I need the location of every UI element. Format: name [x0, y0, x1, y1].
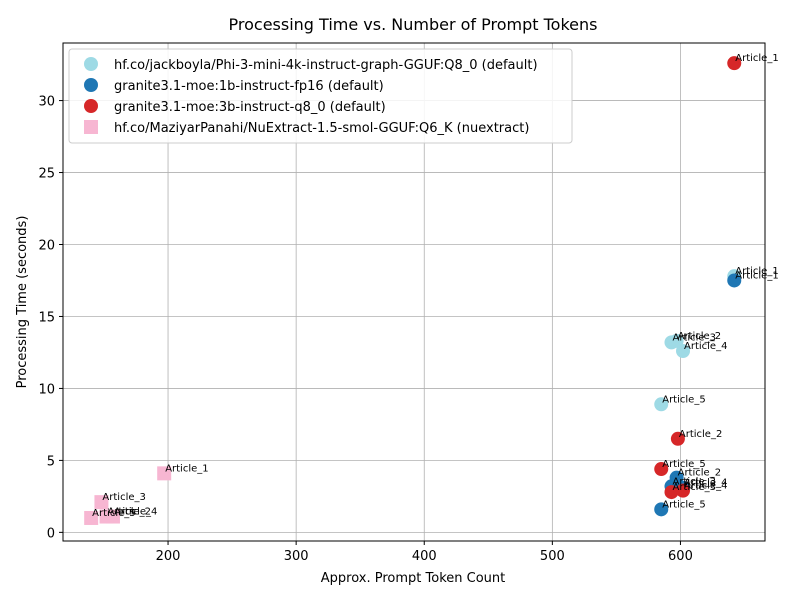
data-point: [664, 335, 679, 350]
point-label: Article_3: [102, 492, 145, 503]
data-point: [727, 56, 742, 71]
point-label: Article_5: [662, 459, 705, 470]
chart-title: Processing Time vs. Number of Prompt Tok…: [229, 15, 598, 34]
data-point-square: [94, 495, 109, 510]
point-label: Article_3: [672, 482, 715, 493]
y-tick-label: 15: [38, 310, 55, 325]
data-point: [654, 462, 669, 477]
x-tick-label: 300: [284, 549, 309, 564]
data-point: [664, 485, 679, 500]
y-tick-label: 5: [47, 454, 55, 469]
point-label: Article_4: [684, 341, 727, 352]
legend-entry: granite3.1-moe:1b-instruct-fp16 (default…: [114, 79, 384, 94]
legend-marker: [84, 120, 98, 134]
point-label: Article_1: [735, 53, 778, 64]
point-labels: Article_1Article_2Article_3Article_4Arti…: [92, 53, 779, 519]
x-tick-label: 200: [156, 549, 181, 564]
data-point: [676, 344, 691, 359]
data-point: [670, 431, 685, 446]
point-label: Article_2: [678, 331, 721, 342]
plot-frame: [62, 42, 766, 542]
y-tick-label: 30: [38, 95, 55, 110]
point-label: Article_3: [672, 476, 715, 487]
axes: 200 300 400 500 600 0 5 10 15 20 25 30: [38, 42, 766, 564]
point-label: Article_4: [114, 507, 157, 518]
x-tick-label: 400: [412, 549, 437, 564]
data-points: [84, 56, 742, 525]
legend-marker: [84, 57, 98, 71]
legend-box: [68, 48, 573, 144]
point-label: Article_5: [92, 508, 135, 519]
y-tick-label: 25: [38, 167, 55, 182]
legend-marker: [84, 78, 98, 92]
point-label: Article_5: [662, 394, 705, 405]
point-label: Article_1: [735, 266, 778, 277]
point-label: Article_2: [108, 507, 151, 518]
data-point-square: [157, 466, 172, 481]
data-point: [654, 502, 669, 517]
point-label: Article_1: [165, 463, 208, 474]
point-label: Article_5: [662, 499, 705, 510]
data-point: [654, 397, 669, 412]
y-tick-label: 20: [38, 239, 55, 254]
point-label: Article_4: [684, 481, 727, 492]
legend-marker: [84, 99, 98, 113]
y-tick-label: 10: [38, 382, 55, 397]
data-point-square: [84, 510, 99, 525]
x-tick-label: 500: [540, 549, 565, 564]
data-point: [727, 273, 742, 288]
legend-entry: granite3.1-moe:3b-instruct-q8_0 (default…: [114, 100, 386, 115]
y-axis-label: Processing Time (seconds): [15, 216, 30, 389]
legend-entry: hf.co/jackboyla/Phi-3-mini-4k-instruct-g…: [114, 58, 538, 73]
point-label: Article_1: [735, 270, 778, 281]
data-point: [676, 483, 691, 498]
x-tick-label: 600: [668, 549, 693, 564]
x-axis-label: Approx. Prompt Token Count: [321, 571, 505, 586]
data-point-square: [99, 509, 114, 524]
point-label: Article_2: [679, 429, 722, 440]
legend: hf.co/jackboyla/Phi-3-mini-4k-instruct-g…: [68, 48, 573, 144]
y-tick-label: 0: [47, 526, 55, 541]
point-label: Article_4: [684, 478, 727, 489]
legend-entry: hf.co/MaziyarPanahi/NuExtract-1.5-smol-G…: [114, 121, 529, 136]
point-label: Article_2: [678, 468, 721, 479]
point-label: Article_3: [672, 332, 715, 343]
